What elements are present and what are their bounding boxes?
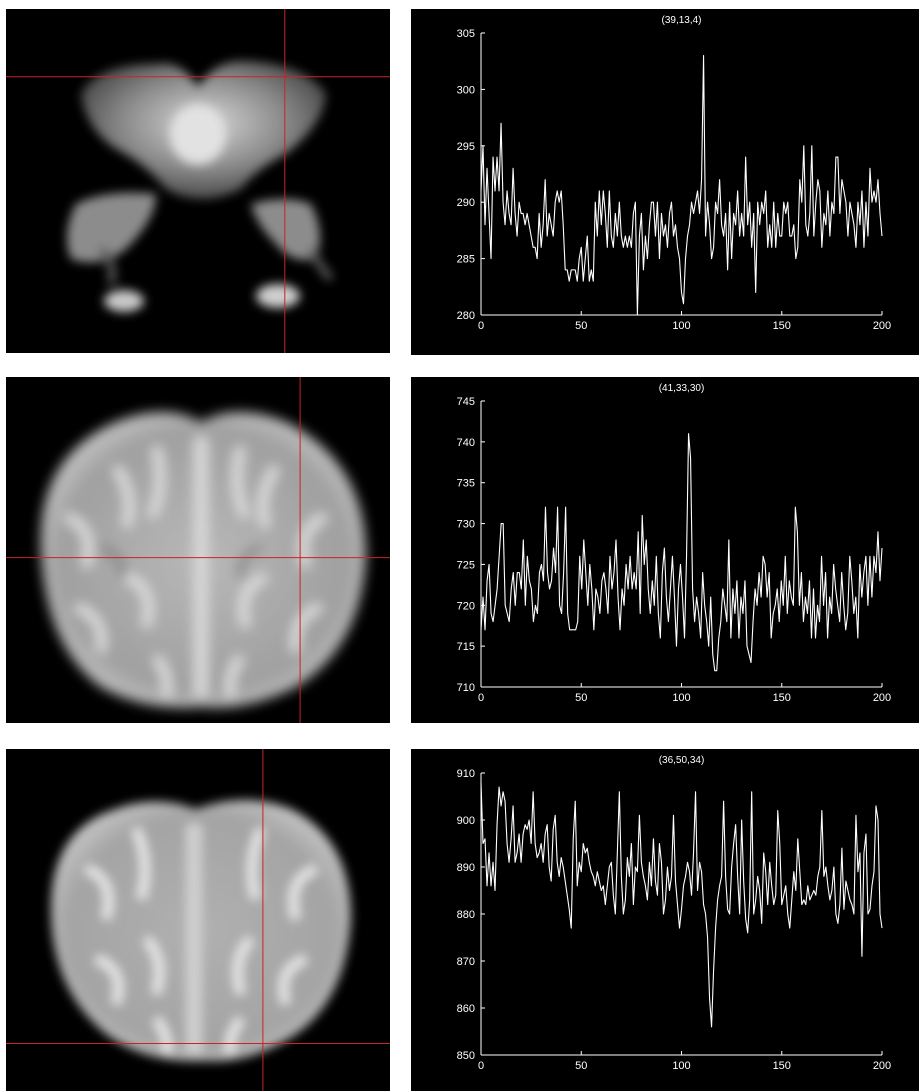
y-tick-label: 850 bbox=[457, 1050, 475, 1062]
timecourse-plot-1: (39,13,4) 0 50 100 150 200 280 285 290 295 300 305 bbox=[411, 9, 919, 355]
y-tick-label: 280 bbox=[457, 310, 475, 322]
y-tick-label: 720 bbox=[457, 600, 475, 612]
x-tick-label: 100 bbox=[672, 1060, 690, 1072]
timecourse-chart-3: (36,50,34) 0 50 100 150 200 850 860 870 880 890 900… bbox=[457, 755, 892, 1072]
chart-title: (36,50,34) bbox=[659, 755, 705, 766]
y-tick-label: 745 bbox=[457, 396, 475, 408]
x-tick-label: 150 bbox=[773, 692, 791, 704]
y-tick-label: 295 bbox=[457, 141, 475, 153]
y-tick-label: 290 bbox=[457, 197, 475, 209]
timecourse-chart-2: (41,33,30) 0 50 100 150 200 710 715 720 725 730 735… bbox=[457, 383, 892, 704]
timecourse-plot-2: (41,33,30) 0 50 100 150 200 710 715 720 725 730 735… bbox=[411, 377, 919, 723]
x-tick-label: 200 bbox=[873, 320, 891, 332]
chart-title: (41,33,30) bbox=[659, 383, 705, 394]
series-line bbox=[480, 782, 883, 1028]
timecourse-chart-1: (39,13,4) 0 50 100 150 200 280 285 290 295 300 305 bbox=[457, 15, 892, 332]
y-tick-label: 305 bbox=[457, 28, 475, 40]
y-tick-label: 715 bbox=[457, 641, 475, 653]
brain-slice-axial-image bbox=[6, 377, 390, 723]
series-line bbox=[480, 55, 883, 316]
brain-slice-coronal-image bbox=[6, 9, 390, 353]
y-tick-label: 860 bbox=[457, 1003, 475, 1015]
brain-slice-axial-upper-image bbox=[6, 749, 390, 1091]
y-tick-label: 900 bbox=[457, 815, 475, 827]
chart-title: (39,13,4) bbox=[661, 15, 701, 26]
x-tick-label: 200 bbox=[873, 692, 891, 704]
x-tick-label: 200 bbox=[873, 1060, 891, 1072]
x-tick-label: 0 bbox=[478, 1060, 484, 1072]
y-tick-label: 890 bbox=[457, 862, 475, 874]
series-line bbox=[480, 433, 883, 672]
y-tick-label: 870 bbox=[457, 956, 475, 968]
y-tick-label: 910 bbox=[457, 768, 475, 780]
x-tick-label: 100 bbox=[672, 692, 690, 704]
x-tick-label: 0 bbox=[478, 692, 484, 704]
x-tick-label: 0 bbox=[478, 320, 484, 332]
x-tick-label: 100 bbox=[672, 320, 690, 332]
x-tick-label: 50 bbox=[575, 692, 587, 704]
brain-slice-axial[interactable] bbox=[6, 377, 390, 723]
y-tick-label: 300 bbox=[457, 84, 475, 96]
y-tick-label: 730 bbox=[457, 519, 475, 531]
x-tick-label: 150 bbox=[773, 320, 791, 332]
y-tick-label: 710 bbox=[457, 682, 475, 694]
y-tick-label: 725 bbox=[457, 559, 475, 571]
y-tick-label: 740 bbox=[457, 437, 475, 449]
brain-slice-axial-upper[interactable] bbox=[6, 749, 390, 1091]
timecourse-plot-3: (36,50,34) 0 50 100 150 200 850 860 870 880 890 900… bbox=[411, 749, 919, 1091]
x-tick-label: 150 bbox=[773, 1060, 791, 1072]
x-tick-label: 50 bbox=[575, 1060, 587, 1072]
y-tick-label: 880 bbox=[457, 909, 475, 921]
brain-slice-coronal[interactable] bbox=[6, 9, 390, 353]
y-tick-label: 285 bbox=[457, 254, 475, 266]
x-tick-label: 50 bbox=[575, 320, 587, 332]
y-tick-label: 735 bbox=[457, 478, 475, 490]
